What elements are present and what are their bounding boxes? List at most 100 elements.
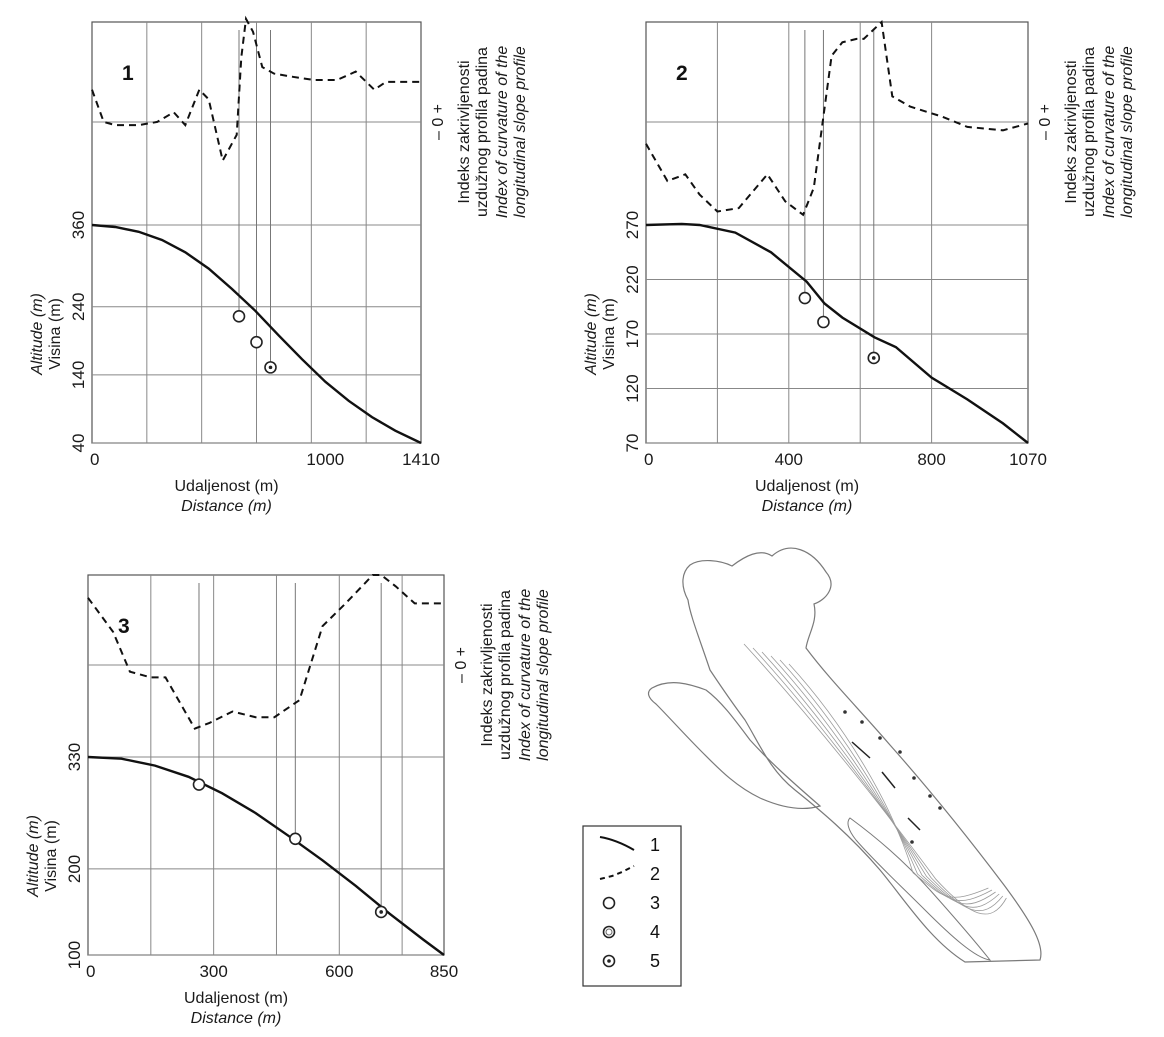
x-axis-title-local: Udaljenost (m): [174, 478, 278, 495]
x-axis-title-local: Udaljenost (m): [755, 478, 859, 495]
x-tick-label: 850: [430, 962, 458, 981]
map-point: [843, 710, 847, 714]
data-point-marker: [250, 335, 263, 349]
y-axis-title-local: Visina (m): [43, 820, 60, 892]
y-axis-title-local: Visina (m): [601, 298, 618, 370]
map-profile-transect: [907, 817, 921, 831]
map-profile-transect: [851, 741, 871, 759]
x-tick-label: 1410: [402, 450, 440, 469]
data-point-marker: [192, 778, 206, 791]
map-point: [928, 794, 932, 798]
y-tick-label: 170: [623, 320, 642, 348]
map-point: [860, 720, 864, 724]
data-point-marker: [817, 315, 830, 329]
y-tick-label: 40: [69, 434, 88, 453]
right-axis-title-local-1: Indeks zakrivljenosti: [1063, 60, 1080, 203]
x-tick-label: 600: [325, 962, 353, 981]
y-tick-label: 270: [623, 211, 642, 239]
legend-item-label: 4: [650, 922, 660, 942]
legend-item-label: 2: [650, 864, 660, 884]
legend-box: [582, 825, 682, 987]
legend-item-label: 3: [650, 893, 660, 913]
curvature-sign-scale: – 0 +: [453, 647, 470, 683]
plot-frame: [645, 21, 1029, 444]
legend-circle-icon: [602, 896, 616, 910]
data-point-marker-dot: [379, 910, 383, 914]
altitude-series-line: [645, 222, 1029, 444]
y-tick-label: 100: [65, 941, 84, 969]
legend-item-label: 5: [650, 951, 660, 971]
y-axis-title-local: Visina (m): [47, 298, 64, 370]
x-tick-label: 300: [199, 962, 227, 981]
y-tick-label: 120: [623, 374, 642, 402]
plot-frame: [87, 574, 445, 956]
panel-number: 2: [676, 62, 688, 85]
map-contour-line: [770, 655, 996, 905]
map-point: [910, 840, 914, 844]
map-point: [878, 736, 882, 740]
x-tick-label: 0: [644, 450, 653, 469]
panel-number: 3: [118, 615, 130, 638]
chart-panel-3: 3 0 300 600 850 100 200 330 Altitude (m) Visina (…: [25, 574, 552, 1027]
data-point-marker-dot: [871, 356, 876, 360]
legend: 1 2 3 4 5: [582, 825, 682, 987]
map-contour-line: [788, 663, 989, 898]
legend-item-label: 1: [650, 835, 660, 855]
panel-number: 1: [122, 62, 134, 85]
y-tick-label: 200: [65, 855, 84, 883]
y-axis-title-en: Altitude (m): [29, 293, 46, 376]
y-tick-label: 220: [623, 265, 642, 293]
right-axis-title-local-1: Indeks zakrivljenosti: [456, 60, 473, 203]
curvature-sign-scale: – 0 +: [430, 104, 447, 140]
legend-dot-icon: [607, 959, 611, 963]
map-peninsula-outline: [647, 682, 822, 810]
x-tick-label: 800: [917, 450, 945, 469]
altitude-series-line: [91, 223, 422, 445]
right-axis-title-local-2: uzdužnog profila padina: [474, 47, 491, 217]
y-tick-label: 360: [69, 211, 88, 239]
map-contour-line: [743, 643, 1007, 915]
map-contour-line: [752, 647, 1004, 912]
y-tick-label: 140: [69, 361, 88, 389]
right-axis-title-en-2: longitudinal slope profile: [512, 46, 529, 218]
x-tick-label: 1000: [306, 450, 344, 469]
chart-panel-2: 2 0 400 800 1070 70 120 170 220 270 Altitude (m) Vi…: [583, 19, 1136, 515]
map-point: [912, 776, 916, 780]
right-axis-title-en-2: longitudinal slope profile: [1119, 46, 1136, 218]
altitude-series-line: [87, 755, 445, 956]
x-axis-title-en: Distance (m): [191, 1010, 282, 1027]
right-axis-title-en-2: longitudinal slope profile: [535, 589, 552, 761]
x-axis-title-en: Distance (m): [181, 498, 272, 515]
curvature-series-line: [91, 15, 421, 164]
y-axis-title-en: Altitude (m): [25, 815, 42, 898]
curvature-series-line: [87, 574, 444, 730]
x-axis-title-local: Udaljenost (m): [184, 990, 288, 1007]
legend-inner-ring-icon: [605, 928, 613, 936]
right-axis-title-en-1: Index of curvature of the: [494, 46, 511, 219]
map-point: [938, 806, 942, 810]
map-profile-transect: [881, 771, 896, 789]
x-tick-label: 1070: [1009, 450, 1047, 469]
curvature-sign-scale: – 0 +: [1037, 104, 1054, 140]
right-axis-title-en-1: Index of curvature of the: [1101, 46, 1118, 219]
x-tick-label: 400: [775, 450, 803, 469]
x-tick-label: 0: [90, 450, 99, 469]
right-axis-title-local-1: Indeks zakrivljenosti: [479, 603, 496, 746]
map-main-island-outline: [682, 547, 1042, 963]
legend-dashed-line-icon: [599, 865, 635, 880]
map-contour-line: [761, 651, 1000, 908]
curvature-series-line: [645, 19, 1029, 217]
data-point-marker: [232, 309, 246, 323]
right-axis-title-local-2: uzdužnog profila padina: [497, 590, 514, 760]
right-axis-title-en-1: Index of curvature of the: [517, 589, 534, 762]
y-tick-label: 330: [65, 743, 84, 771]
map-point: [898, 750, 902, 754]
y-tick-label: 70: [623, 434, 642, 453]
x-tick-label: 0: [86, 962, 95, 981]
chart-panel-1: 1 0 1000 1410 40 140 240 360 Altitude (m) Visina …: [29, 15, 529, 515]
data-point-marker: [798, 291, 812, 305]
map-contour-line: [779, 659, 993, 901]
right-axis-title-local-2: uzdužnog profila padina: [1081, 47, 1098, 217]
x-axis-title-en: Distance (m): [762, 498, 853, 515]
